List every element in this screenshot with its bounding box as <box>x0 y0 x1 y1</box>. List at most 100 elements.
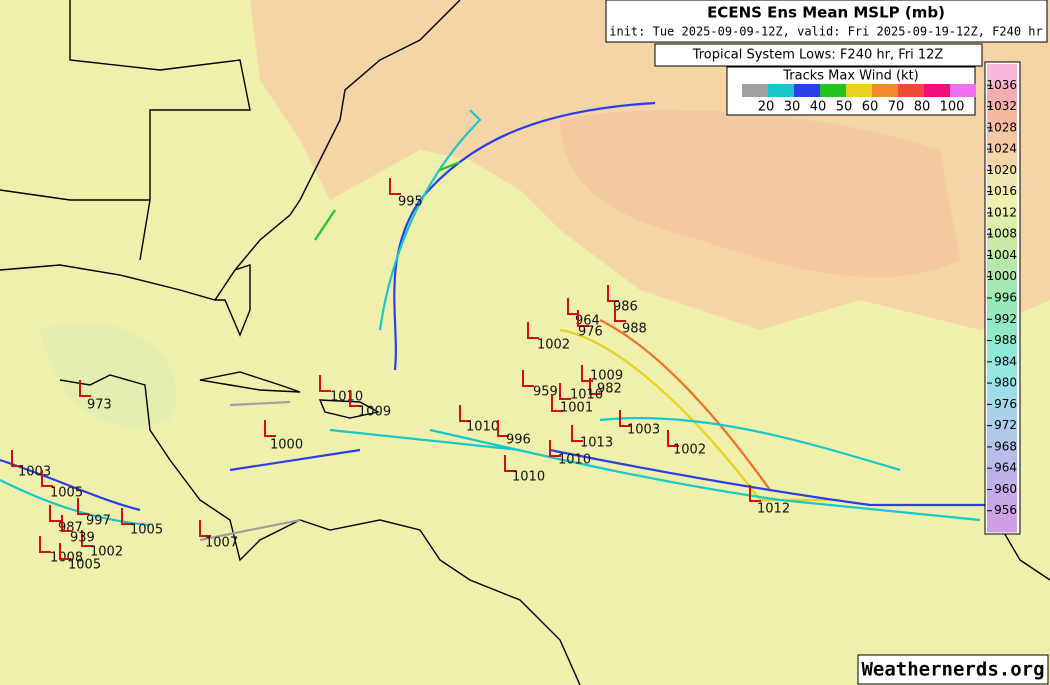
low-pressure-label: 1010 <box>330 390 363 405</box>
low-pressure-label: 1010 <box>570 388 603 403</box>
colorbar-label: 968 <box>994 439 1017 453</box>
track <box>599 416 901 472</box>
colorbar-swatch <box>987 170 1017 193</box>
low-pressure-label: 976 <box>578 325 603 340</box>
wind-swatch <box>898 84 924 97</box>
colorbar-label: 1020 <box>986 163 1017 177</box>
low-marker <box>121 508 133 525</box>
colorbar-label: 972 <box>994 418 1017 432</box>
track <box>549 448 990 507</box>
colorbar-swatch <box>987 106 1017 129</box>
low-marker <box>667 430 679 447</box>
low-marker <box>459 405 471 422</box>
colorbar-swatch <box>987 404 1017 427</box>
colorbar-swatch <box>987 276 1017 299</box>
low-pressure-label: 1010 <box>558 453 591 468</box>
colorbar-label: 960 <box>994 482 1017 496</box>
low-pressure-label: 997 <box>86 514 111 529</box>
wind-label: 40 <box>810 100 827 115</box>
wind-label: 70 <box>888 100 905 115</box>
low-marker <box>551 395 563 412</box>
wind-swatch <box>846 84 872 97</box>
colorbar-label: 992 <box>994 312 1017 326</box>
wind-label: 80 <box>914 100 931 115</box>
colorbar-label: 1000 <box>986 269 1017 283</box>
track <box>0 428 521 527</box>
high-pressure-core <box>560 110 960 278</box>
low-pressure-label: 1010 <box>466 420 499 435</box>
colorbar-swatch <box>987 64 1017 86</box>
low-marker <box>589 378 601 395</box>
low-pressure-label: 1002 <box>537 338 570 353</box>
low-pressure-label: 982 <box>597 382 622 397</box>
colorbar-swatch <box>987 212 1017 235</box>
wind-swatch <box>950 84 976 97</box>
colorbar-swatch <box>987 149 1017 171</box>
colorbar-swatch <box>987 319 1017 342</box>
colorbar-label: 964 <box>994 461 1017 475</box>
low-pressure-label: 1002 <box>90 545 123 560</box>
low-marker <box>619 410 631 427</box>
colorbar-label: 1028 <box>986 120 1017 134</box>
low-marker <box>59 543 71 560</box>
wind-label: 60 <box>862 100 879 115</box>
colorbar-label: 984 <box>994 354 1017 368</box>
wind-swatch <box>820 84 846 97</box>
track <box>559 328 840 502</box>
tracks-legend: 20 30 40 50 60 70 80 100 <box>742 84 976 115</box>
low-marker <box>349 390 361 407</box>
low-pressure-area <box>40 322 177 428</box>
colorbar-swatch <box>987 340 1017 363</box>
wind-label: 50 <box>836 100 853 115</box>
low-marker <box>264 420 276 437</box>
low-pressure-label: 1009 <box>358 405 391 420</box>
track <box>314 160 461 241</box>
colorbar-swatch <box>987 361 1017 384</box>
colorbar-label: 1008 <box>986 227 1017 241</box>
low-marker <box>607 285 619 302</box>
colorbar-swatch <box>987 127 1017 150</box>
low-pressure-label: 996 <box>506 433 531 448</box>
colorbar-label: 976 <box>994 397 1017 411</box>
low-marker <box>39 536 51 553</box>
low-pressure-label: 1005 <box>130 523 163 538</box>
low-pressure-label: 1007 <box>205 536 238 551</box>
low-pressure-label: 1010 <box>512 470 545 485</box>
colorbar-swatch <box>987 85 1017 108</box>
tracks-legend-title: Tracks Max Wind (kt) <box>782 69 919 84</box>
colorbar-swatch <box>987 191 1017 214</box>
low-marker <box>571 425 583 442</box>
low-marker <box>79 380 91 397</box>
lows-title: Tropical System Lows: F240 hr, Fri 12Z <box>692 48 944 63</box>
low-pressure-label: 1012 <box>757 502 790 517</box>
colorbar: 1036 1032 1028 1024 1020 1016 1012 1008 1004 1000… <box>986 64 1017 533</box>
watermark: Weathernerds.org <box>861 659 1044 681</box>
colorbar-label: 1004 <box>986 248 1017 262</box>
low-marker <box>41 470 53 487</box>
init-line: init: Tue 2025-09-09-12Z, valid: Fri 202… <box>609 25 1042 39</box>
low-pressure-label: 1000 <box>270 438 303 453</box>
low-pressure-label: 959 <box>533 385 558 400</box>
low-pressure-label: 995 <box>398 195 423 210</box>
colorbar-label: 996 <box>994 291 1017 305</box>
low-marker <box>49 505 61 522</box>
wind-label: 100 <box>940 100 965 115</box>
low-marker <box>559 383 571 400</box>
caribbean-islands <box>199 371 380 419</box>
colorbar-swatch <box>987 425 1017 448</box>
low-marker <box>61 515 73 532</box>
low-pressure-label: 1005 <box>68 558 101 573</box>
low-pressure-label: 1002 <box>673 443 706 458</box>
colorbar-label: 1012 <box>986 205 1017 219</box>
low-pressure-label: 973 <box>87 398 112 413</box>
low-pressure-label: 964 <box>575 314 600 329</box>
colorbar-label: 1016 <box>986 184 1017 198</box>
colorbar-label: 1032 <box>986 99 1017 113</box>
watermark-box <box>857 654 1049 685</box>
colorbar-swatch <box>987 468 1017 490</box>
colorbar-swatch <box>987 383 1017 405</box>
low-marker <box>567 298 579 315</box>
wind-swatch <box>742 84 768 97</box>
